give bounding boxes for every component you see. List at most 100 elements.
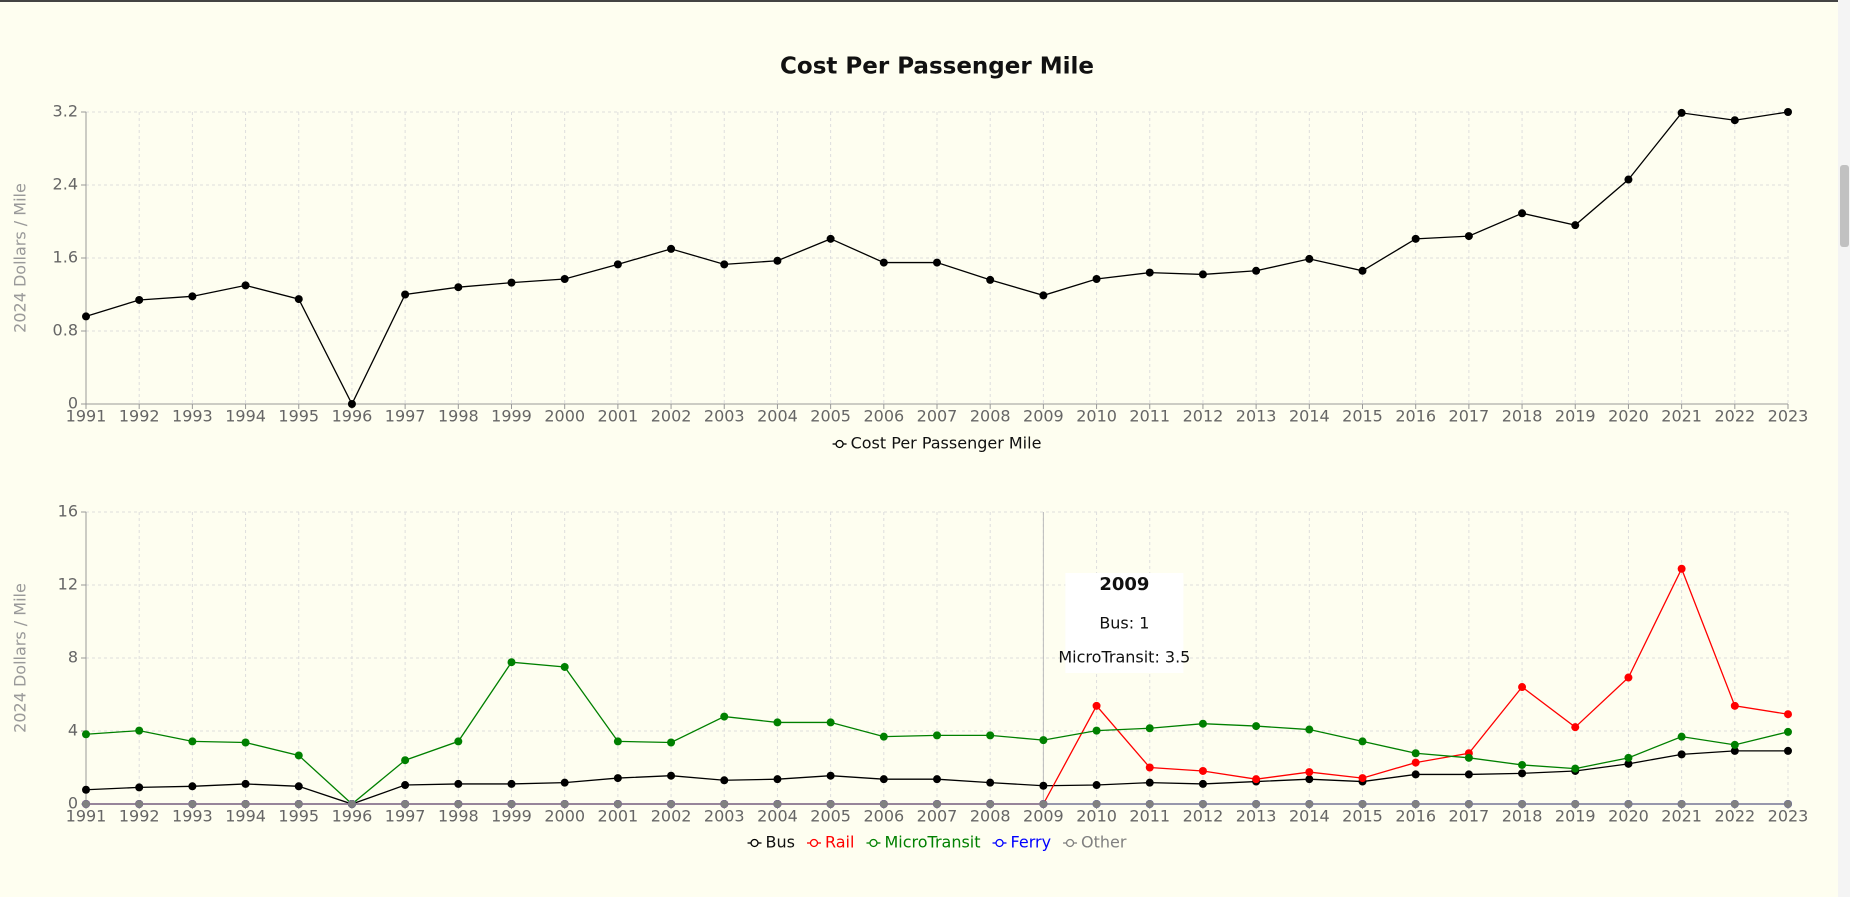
data-point: [1730, 740, 1739, 749]
data-point: [933, 258, 941, 267]
data-point: [294, 800, 303, 808]
y-tick-label: 1.6: [53, 248, 78, 267]
data-point: [1624, 673, 1633, 682]
data-point: [241, 281, 250, 290]
tooltip-item: Bus: 1: [1099, 614, 1149, 633]
x-tick-label: 2015: [1342, 407, 1383, 426]
data-point: [879, 775, 888, 784]
x-tick-label: 2022: [1714, 807, 1755, 826]
data-point: [1092, 800, 1101, 808]
data-point: [1518, 209, 1527, 218]
data-point: [1411, 234, 1420, 243]
legend-label: Bus: [766, 833, 795, 852]
data-point: [667, 800, 676, 808]
data-point: [294, 751, 303, 760]
data-point: [1624, 753, 1633, 762]
x-tick-label: 1991: [66, 807, 107, 826]
data-point: [1305, 800, 1314, 808]
data-point: [135, 783, 144, 792]
data-point: [401, 756, 410, 765]
x-tick-label: 2002: [651, 407, 692, 426]
legend: Cost Per Passenger Mile: [832, 434, 1041, 453]
data-point: [507, 278, 516, 287]
data-point: [1784, 727, 1792, 736]
legend-marker: [750, 838, 759, 848]
data-point: [773, 718, 782, 727]
data-point: [1571, 764, 1580, 773]
data-point: [826, 718, 835, 727]
data-point: [773, 256, 782, 265]
data-point: [401, 781, 410, 790]
tooltip-box: [1065, 573, 1184, 673]
data-point: [1358, 737, 1367, 746]
data-point: [1784, 108, 1792, 116]
data-point: [720, 776, 729, 785]
x-tick-label: 2006: [863, 807, 904, 826]
data-point: [560, 778, 569, 787]
x-tick-label: 1997: [385, 407, 426, 426]
data-point: [560, 274, 569, 283]
data-point: [1730, 800, 1739, 808]
y-tick-label: 3.2: [53, 102, 78, 121]
data-point: [454, 283, 463, 292]
x-tick-label: 2001: [598, 807, 639, 826]
data-point: [773, 775, 782, 784]
x-tick-label: 2019: [1555, 407, 1596, 426]
x-tick-label: 2000: [544, 407, 585, 426]
x-tick-label: 2008: [970, 807, 1011, 826]
data-point: [1092, 726, 1101, 735]
data-point: [1624, 800, 1633, 808]
data-point: [720, 712, 729, 721]
data-point: [1305, 725, 1314, 734]
data-point: [1411, 758, 1420, 767]
data-point: [1198, 719, 1207, 728]
y-tick-label: 0: [68, 794, 78, 813]
legend-label: MicroTransit: [884, 833, 980, 852]
data-point: [1305, 768, 1314, 777]
data-point: [720, 800, 729, 808]
data-point: [135, 800, 144, 808]
data-point: [1039, 800, 1048, 808]
x-tick-label: 1994: [225, 807, 266, 826]
x-tick-label: 2001: [598, 407, 639, 426]
x-tick-label: 2003: [704, 407, 745, 426]
legend-marker: [995, 838, 1004, 848]
data-point: [826, 771, 835, 780]
legend-marker: [869, 838, 878, 848]
y-axis-label: 2024 Dollars / Mile: [11, 583, 30, 733]
x-tick-label: 1999: [491, 807, 532, 826]
scrollbar-track[interactable]: [1838, 0, 1850, 897]
tooltip: 2009 Bus: 1 MicroTransit: 3.5: [1058, 573, 1190, 673]
y-tick-label: 12: [58, 575, 78, 594]
data-point: [507, 658, 516, 667]
data-point: [347, 400, 356, 408]
data-point: [1198, 270, 1207, 279]
x-tick-label: 2019: [1555, 807, 1596, 826]
y-tick-label: 0: [68, 394, 78, 413]
x-tick-label: 1996: [332, 407, 373, 426]
data-point: [1571, 800, 1580, 808]
legend-label: Ferry: [1011, 833, 1052, 852]
data-point: [1518, 800, 1527, 808]
data-point: [1730, 746, 1739, 755]
x-tick-label: 1998: [438, 407, 479, 426]
data-point: [1730, 701, 1739, 710]
top-border: [0, 0, 1850, 2]
x-tick-label: 2014: [1289, 407, 1330, 426]
data-point: [986, 275, 995, 284]
data-point: [720, 260, 729, 269]
data-point: [135, 295, 144, 304]
data-point: [933, 800, 941, 808]
x-tick-label: 1994: [225, 407, 266, 426]
data-point: [1145, 724, 1154, 733]
x-tick-label: 2015: [1342, 807, 1383, 826]
data-point: [1571, 221, 1580, 230]
data-point: [1305, 775, 1314, 784]
x-tick-label: 2006: [863, 407, 904, 426]
data-point: [1677, 750, 1686, 759]
data-point: [1252, 775, 1261, 784]
scrollbar-thumb[interactable]: [1840, 165, 1849, 247]
x-tick-label: 2007: [917, 407, 958, 426]
data-point: [879, 732, 888, 741]
